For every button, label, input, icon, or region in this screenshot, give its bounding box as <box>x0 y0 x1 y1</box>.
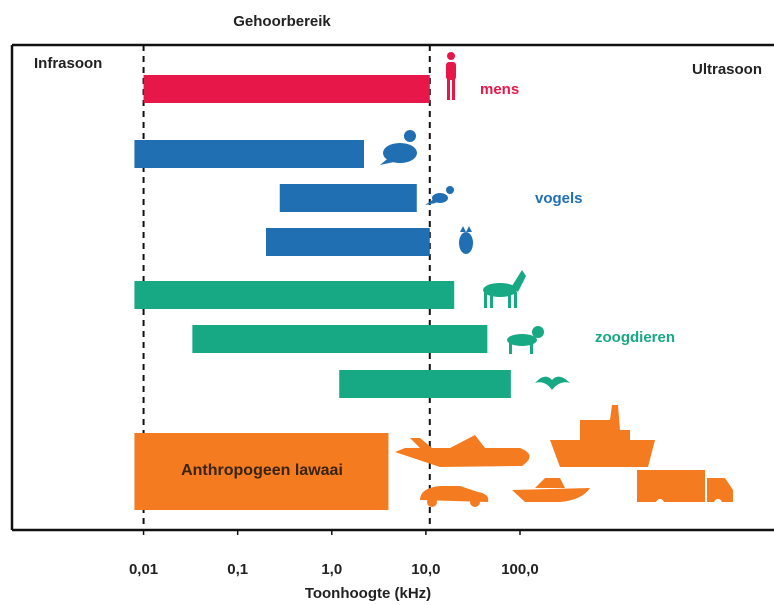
group-label: Anthropogeen lawaai <box>181 462 343 479</box>
group-label: mens <box>480 81 519 98</box>
x-tick-label: 100,0 <box>501 561 539 578</box>
range-bar <box>280 184 417 212</box>
left-label: Infrasoon <box>34 55 102 72</box>
group-label: vogels <box>535 190 583 207</box>
range-bar <box>266 228 430 256</box>
range-bar <box>339 370 511 398</box>
range-bar <box>134 281 454 309</box>
right-label: Ultrasoon <box>692 61 762 78</box>
range-bar <box>192 325 487 353</box>
chart-title: Gehoorbereik <box>233 13 331 30</box>
x-tick-label: 0,1 <box>227 561 248 578</box>
chart: Gehoorbereik Infrasoon Ultrasoon Toonhoo… <box>0 0 774 605</box>
range-bar <box>144 75 430 103</box>
icons <box>380 52 733 507</box>
x-axis-title: Toonhoogte (kHz) <box>305 585 431 602</box>
range-bar <box>134 140 364 168</box>
x-tick-label: 0,01 <box>129 561 158 578</box>
group-label: zoogdieren <box>595 329 675 346</box>
x-tick-label: 10,0 <box>411 561 440 578</box>
x-tick-label: 1,0 <box>321 561 342 578</box>
